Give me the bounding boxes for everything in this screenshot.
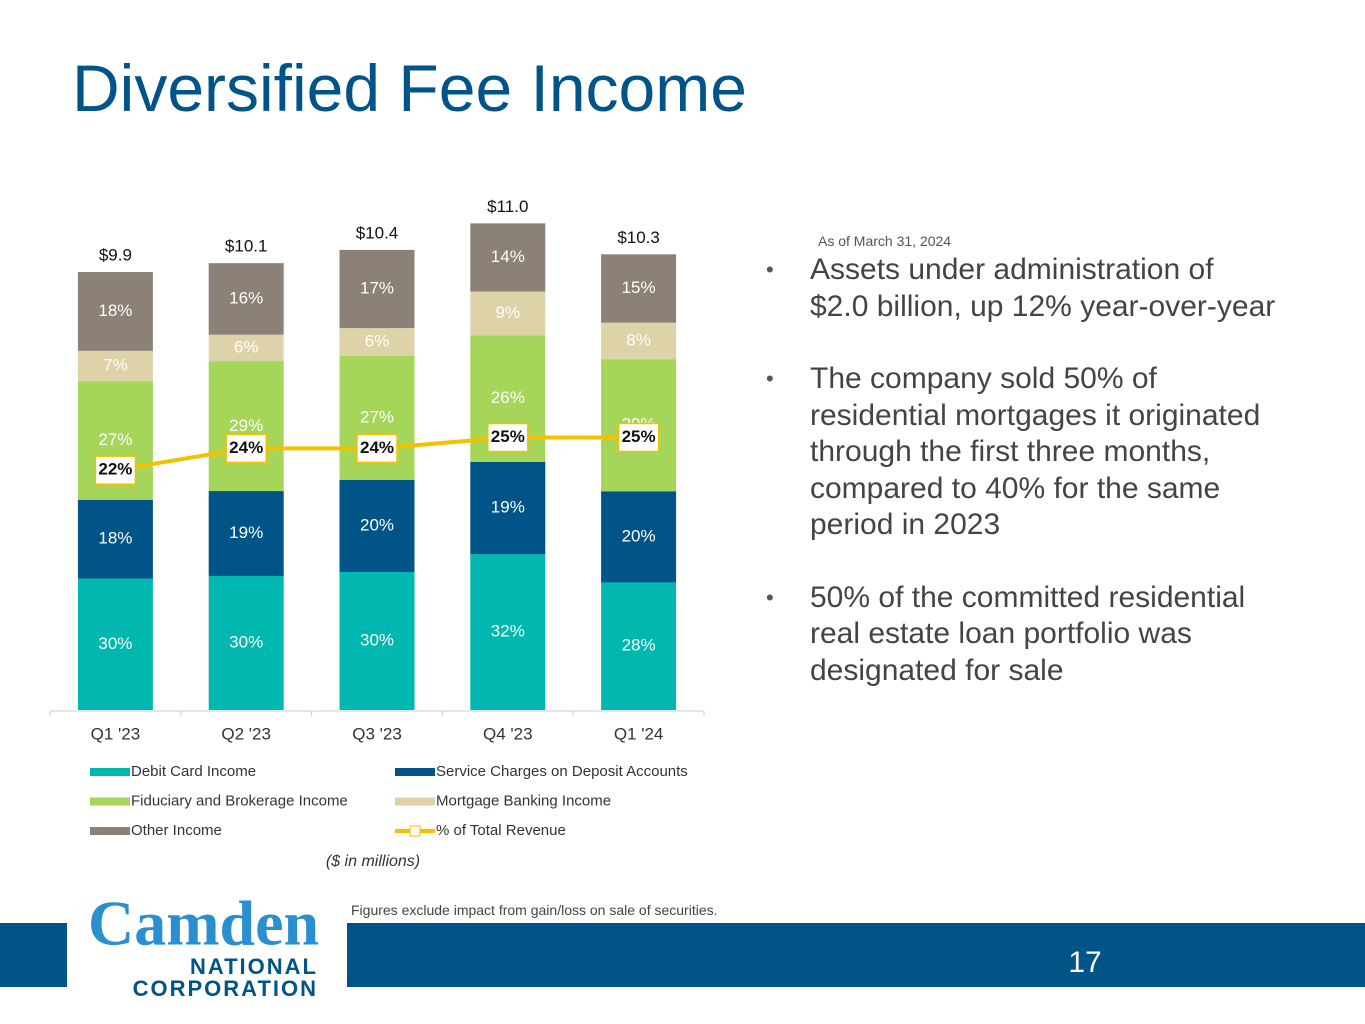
segment-label: 8% xyxy=(626,330,651,349)
logo-panel xyxy=(67,890,347,1024)
bar-segment xyxy=(208,263,284,335)
segment-label: 7% xyxy=(103,356,128,375)
segment-label: 30% xyxy=(229,632,263,651)
x-tick-label: Q3 '23 xyxy=(352,724,402,743)
line-label: 24% xyxy=(360,438,394,457)
legend-swatch xyxy=(90,768,130,776)
bar-segment xyxy=(208,361,284,492)
x-tick-label: Q4 '23 xyxy=(483,724,533,743)
segment-label: 18% xyxy=(98,301,132,320)
x-tick-label: Q1 '23 xyxy=(91,724,141,743)
bar-segment xyxy=(470,554,546,710)
segment-label: 28% xyxy=(622,636,656,655)
page-number: 17 xyxy=(1068,946,1101,979)
chart-note: ($ in millions) xyxy=(326,853,420,870)
legend-label: Debit Card Income xyxy=(131,763,256,780)
segment-label: 29% xyxy=(229,416,263,435)
legend-label: Mortgage Banking Income xyxy=(436,792,611,809)
legend-swatch xyxy=(90,797,130,806)
segment-label: 27% xyxy=(98,430,132,449)
bullet: 50% of the committed residential real es… xyxy=(760,580,1280,690)
bar-segment xyxy=(601,491,677,583)
total-label: $10.3 xyxy=(617,228,660,247)
segment-label: 16% xyxy=(229,288,263,307)
bar-segment xyxy=(601,254,677,323)
bar-segment xyxy=(470,223,546,292)
logo-name: Camden xyxy=(88,888,319,959)
x-tick-label: Q1 '24 xyxy=(614,724,664,743)
legend-swatch xyxy=(409,825,421,837)
segment-label: 19% xyxy=(491,498,525,517)
line-point xyxy=(94,455,137,485)
x-tick-label: Q2 '23 xyxy=(221,724,271,743)
segment-label: 19% xyxy=(229,523,263,542)
logo-line: CORPORATION xyxy=(133,976,318,1001)
bar-segment xyxy=(208,491,284,576)
line-point xyxy=(487,422,529,453)
bullet-list: Assets under administration of $2.0 bill… xyxy=(760,252,1280,725)
segment-label: 6% xyxy=(234,338,259,357)
segment-label: 17% xyxy=(360,278,394,297)
segment-label: 9% xyxy=(496,303,521,322)
bar-segment xyxy=(77,350,153,382)
line-label: 22% xyxy=(98,460,132,479)
line-point xyxy=(356,433,398,464)
total-label: $9.9 xyxy=(99,246,132,265)
bullet: The company sold 50% of residential mort… xyxy=(760,361,1280,544)
bar-segment xyxy=(77,499,153,579)
segment-label: 20% xyxy=(622,526,656,545)
legend-label: % of Total Revenue xyxy=(436,822,566,839)
legend-label: Other Income xyxy=(131,822,222,839)
total-label: $10.1 xyxy=(225,237,268,256)
bullet: Assets under administration of $2.0 bill… xyxy=(760,252,1280,325)
bar-segment xyxy=(208,575,284,710)
legend-swatch xyxy=(90,827,130,835)
segment-label: 32% xyxy=(491,622,525,641)
as-of: As of March 31, 2024 xyxy=(818,233,952,249)
bar-segment xyxy=(339,328,415,356)
legend-label: Service Charges on Deposit Accounts xyxy=(436,763,688,780)
segment-label: 15% xyxy=(622,278,656,297)
line-label: 25% xyxy=(622,427,656,446)
legend-label: Fiduciary and Brokerage Income xyxy=(131,792,348,809)
slide-title: Diversified Fee Income xyxy=(72,51,747,125)
segment-label: 27% xyxy=(360,407,394,426)
bar-segment xyxy=(470,291,546,336)
bar-segment xyxy=(339,571,415,710)
bar-segment xyxy=(339,249,415,329)
bar-segment xyxy=(77,272,153,351)
legend-swatch xyxy=(395,768,435,776)
bar-segment xyxy=(208,334,284,362)
bar-segment xyxy=(77,578,153,710)
segment-label: 6% xyxy=(365,331,390,350)
segment-label: 30% xyxy=(98,634,132,653)
segment-label: 18% xyxy=(98,529,132,548)
logo-line: NATIONAL xyxy=(190,954,318,979)
segment-label: 14% xyxy=(491,247,525,266)
line-label: 24% xyxy=(229,438,263,457)
segment-label: 26% xyxy=(491,388,525,407)
legend-swatch xyxy=(395,797,435,806)
segment-label: 20% xyxy=(360,515,394,534)
line-label: 25% xyxy=(491,427,525,446)
total-label: $11.0 xyxy=(487,197,528,216)
bar-segment xyxy=(601,322,677,360)
line-point xyxy=(617,422,660,453)
bar-segment xyxy=(601,582,677,710)
line-point xyxy=(225,433,267,464)
bar-segment xyxy=(470,461,546,555)
bar-segment xyxy=(339,479,415,572)
total-label: $10.4 xyxy=(356,223,399,242)
footnote: Figures exclude impact from gain/loss on… xyxy=(351,902,718,918)
segment-label: 30% xyxy=(360,630,394,649)
